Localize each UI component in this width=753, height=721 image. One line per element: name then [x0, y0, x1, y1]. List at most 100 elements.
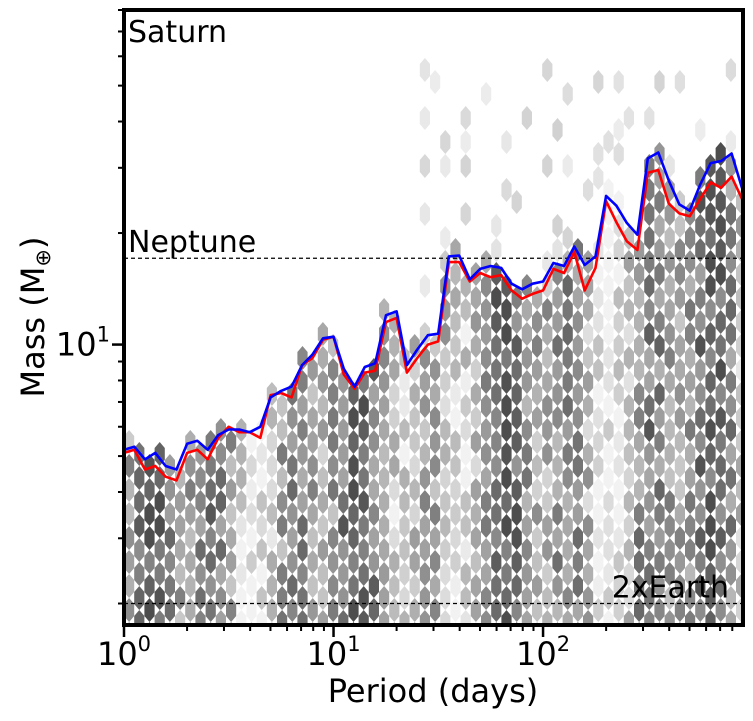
density-bin [256, 466, 267, 490]
density-bin [715, 478, 726, 502]
density-bin [705, 610, 716, 625]
density-bin [542, 490, 553, 514]
density-bin [460, 490, 471, 514]
density-bin [705, 274, 716, 298]
density-bin [685, 442, 696, 466]
density-hexbin [124, 58, 743, 658]
density-bin [215, 466, 226, 490]
density-bin [654, 358, 665, 382]
density-bin [317, 610, 328, 625]
density-bin [154, 610, 165, 625]
density-bin [644, 322, 655, 346]
density-bin [277, 490, 288, 514]
density-bin [501, 538, 512, 562]
density-bin [226, 574, 237, 598]
density-bin [470, 478, 481, 502]
density-bin [154, 562, 165, 586]
density-bin [185, 454, 196, 478]
density-bin [491, 454, 502, 478]
density-bin [511, 550, 522, 574]
density-bin [236, 514, 247, 538]
density-bin [481, 610, 492, 625]
density-bin [674, 526, 685, 550]
density-bin [124, 574, 135, 598]
density-bin [695, 214, 706, 238]
density-bin [674, 550, 685, 574]
density-bin [389, 526, 400, 550]
density-bin [246, 574, 257, 598]
density-bin [521, 322, 532, 346]
density-bin [328, 454, 339, 478]
density-bin [379, 370, 390, 394]
density-bin [593, 382, 604, 406]
density-bin [725, 274, 736, 298]
density-bin [195, 490, 206, 514]
density-bin [246, 478, 257, 502]
density-bin [460, 538, 471, 562]
density-bin [674, 190, 685, 214]
density-bin [307, 454, 318, 478]
density-bin [348, 478, 359, 502]
density-bin [419, 442, 430, 466]
density-bin [297, 562, 308, 586]
density-bin [277, 442, 288, 466]
density-bin [450, 310, 461, 334]
density-bin [572, 574, 583, 598]
density-bin [277, 610, 288, 625]
density-bin [450, 478, 461, 502]
density-bin [399, 490, 410, 514]
density-bin [542, 514, 553, 538]
density-bin [409, 574, 420, 598]
density-bin [287, 526, 298, 550]
density-bin [552, 214, 563, 238]
density-bin [440, 394, 451, 418]
density-bin [705, 514, 716, 538]
density-bin [725, 322, 736, 346]
density-bin [256, 490, 267, 514]
density-bin [470, 334, 481, 358]
density-bin [419, 514, 430, 538]
density-bin [491, 406, 502, 430]
density-bin [491, 358, 502, 382]
density-bin [470, 454, 481, 478]
density-bin [603, 610, 614, 625]
density-bin [338, 442, 349, 466]
density-bin [450, 454, 461, 478]
density-bin [644, 226, 655, 250]
density-bin [511, 574, 522, 598]
density-bin [552, 358, 563, 382]
density-bin [440, 154, 451, 178]
density-bin [725, 442, 736, 466]
density-bin [552, 238, 563, 262]
density-bin [297, 466, 308, 490]
density-bin [358, 394, 369, 418]
density-bin [460, 442, 471, 466]
density-bin [419, 538, 430, 562]
density-bin [623, 274, 634, 298]
density-bin [725, 514, 736, 538]
density-bin [532, 334, 543, 358]
density-bin [695, 310, 706, 334]
density-bin [705, 466, 716, 490]
density-bin [317, 562, 328, 586]
density-bin [613, 526, 624, 550]
density-bin [470, 502, 481, 526]
density-bin [644, 106, 655, 130]
density-bin [654, 262, 665, 286]
density-bin [603, 634, 613, 658]
density-bin [725, 58, 736, 82]
density-bin [409, 454, 420, 478]
density-bin [511, 382, 522, 406]
density-bin [419, 610, 430, 625]
density-bin [674, 262, 685, 286]
density-bin [226, 598, 237, 622]
density-bin [613, 454, 624, 478]
density-bin [307, 526, 318, 550]
density-bin [572, 406, 583, 430]
density-bin [358, 466, 369, 490]
density-bin [175, 538, 186, 562]
density-bin [246, 454, 257, 478]
density-bin [348, 550, 359, 574]
density-bin [572, 478, 583, 502]
density-bin [674, 286, 685, 310]
